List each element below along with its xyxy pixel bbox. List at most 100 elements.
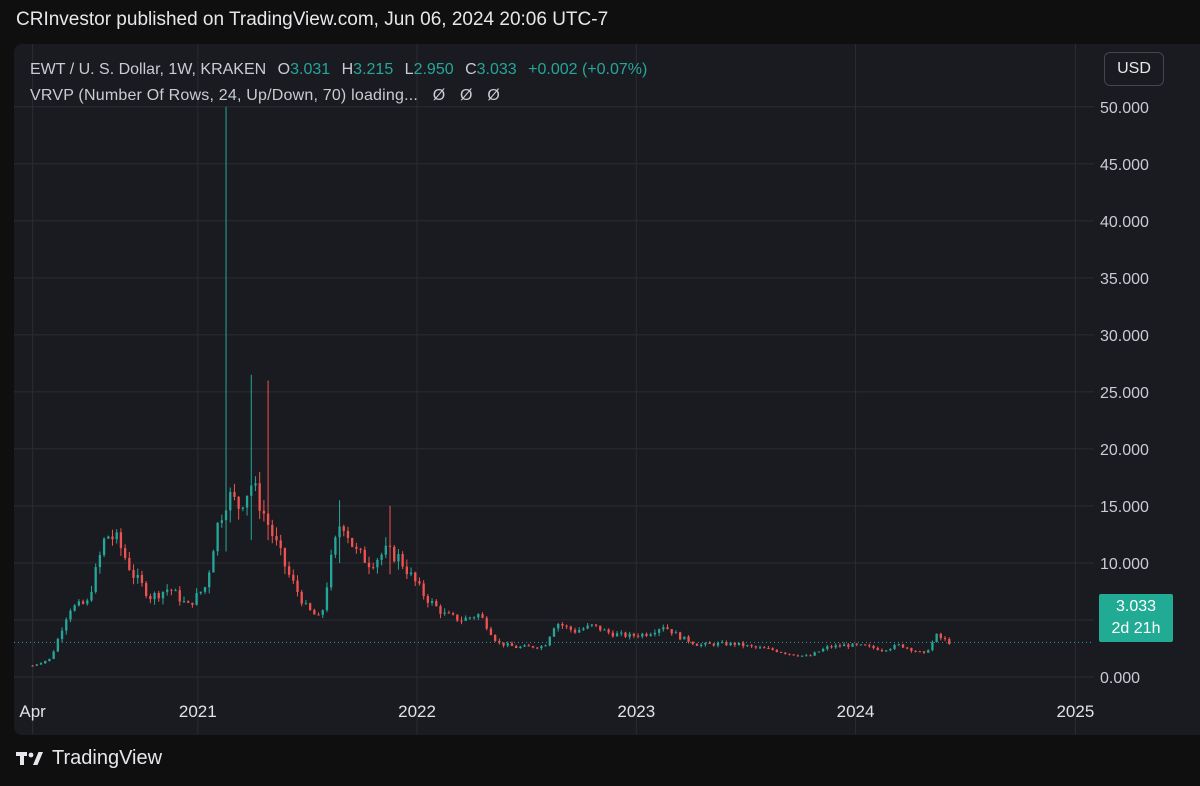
candle-body — [144, 583, 148, 596]
candle-body — [60, 630, 64, 640]
candle-body — [329, 554, 333, 588]
symbol-label[interactable]: EWT / U. S. Dollar, 1W, KRAKEN — [30, 61, 267, 78]
candle-body — [153, 593, 156, 600]
candle-body — [750, 645, 753, 647]
candle-body — [817, 651, 821, 653]
candle-body — [548, 636, 551, 646]
candle-body — [468, 617, 472, 619]
candle-body — [451, 613, 455, 615]
candle-body — [523, 645, 526, 647]
candle-body — [73, 605, 76, 611]
chart-panel[interactable]: 0.0005.00010.00015.00020.00025.00030.000… — [14, 44, 1200, 735]
candle-body — [700, 644, 703, 646]
candle-body — [578, 630, 581, 633]
candle-body — [166, 589, 169, 592]
close-value: 3.033 — [476, 61, 517, 78]
candle-body — [927, 650, 930, 653]
candle-body — [447, 612, 451, 614]
candle-body — [405, 566, 408, 575]
candle-body — [102, 538, 106, 556]
candle-body — [536, 647, 539, 649]
candle-body — [94, 567, 97, 592]
candle-body — [683, 636, 686, 640]
candle-body — [187, 601, 190, 603]
candle-body — [481, 614, 484, 618]
candle-body — [266, 513, 270, 525]
candle-body — [39, 663, 43, 665]
candle-body — [586, 625, 589, 629]
candle-body — [624, 632, 627, 637]
candle-body — [216, 522, 219, 552]
candle-body — [65, 619, 68, 631]
candle-body — [477, 614, 480, 618]
candle-body — [599, 625, 602, 631]
candle-body — [346, 530, 350, 538]
x-tick-label: 2024 — [837, 702, 875, 721]
candle-body — [922, 651, 926, 653]
candle-body — [767, 648, 770, 650]
x-tick-label: Apr — [19, 702, 46, 721]
candle-body — [115, 532, 118, 540]
y-tick-label: 0.000 — [1100, 670, 1140, 687]
candle-body — [868, 645, 871, 647]
candle-body — [901, 644, 905, 648]
candle-body — [435, 601, 438, 607]
candle-body — [708, 642, 711, 644]
candle-body — [203, 587, 207, 592]
candle-body — [754, 646, 757, 648]
change-value: +0.002 (+0.07%) — [528, 61, 648, 78]
indicator-value: Ø — [487, 87, 500, 104]
candle-body — [800, 655, 804, 657]
candle-body — [418, 581, 421, 584]
candle-body — [498, 640, 501, 643]
tradingview-logo-icon — [16, 751, 43, 765]
candle-body — [863, 644, 867, 646]
candle-body — [191, 602, 194, 605]
candle-body — [245, 495, 249, 508]
candle-body — [296, 580, 299, 593]
candle-body — [742, 642, 745, 647]
currency-button[interactable]: USD — [1104, 52, 1164, 86]
candle-body — [136, 575, 139, 578]
candle-body — [645, 633, 648, 636]
candle-body — [250, 485, 253, 496]
grid-lines — [14, 44, 1094, 734]
candle-body — [119, 532, 123, 549]
candle-body — [178, 590, 181, 602]
candle-body — [506, 643, 509, 646]
candle-body — [111, 536, 114, 540]
y-tick-label: 15.000 — [1100, 499, 1149, 516]
candle-body — [918, 651, 921, 653]
x-tick-label: 2022 — [398, 702, 436, 721]
candle-body — [565, 625, 568, 627]
candle-body — [401, 554, 404, 567]
y-tick-label: 45.000 — [1100, 157, 1149, 174]
candle-body — [628, 633, 631, 637]
candle-body — [948, 639, 951, 645]
candle-body — [796, 655, 800, 657]
candle-body — [531, 646, 535, 648]
candle-body — [321, 610, 324, 615]
candle-body — [594, 624, 598, 626]
price-chart[interactable]: 0.0005.00010.00015.00020.00025.00030.000… — [14, 44, 1200, 735]
indicator-label[interactable]: VRVP (Number Of Rows, 24, Up/Down, 70) l… — [30, 87, 419, 104]
candle-body — [515, 646, 518, 649]
candle-body — [304, 603, 308, 605]
candle-body — [174, 590, 177, 592]
candle-body — [308, 603, 312, 611]
candle-body — [590, 624, 593, 626]
candle-body — [170, 589, 173, 591]
candle-body — [48, 658, 51, 661]
candle-body — [98, 555, 102, 568]
last-price-value: 3.033 — [1115, 598, 1157, 615]
candle-body — [472, 617, 476, 619]
candle-body — [380, 554, 383, 560]
candle-body — [90, 591, 93, 601]
candle-body — [552, 628, 556, 637]
candle-body — [687, 636, 690, 642]
candle-body — [784, 652, 787, 654]
candle-body — [81, 601, 85, 604]
indicator-value: Ø — [432, 87, 446, 104]
low-value: 2.950 — [413, 61, 454, 78]
candle-body — [107, 536, 110, 539]
